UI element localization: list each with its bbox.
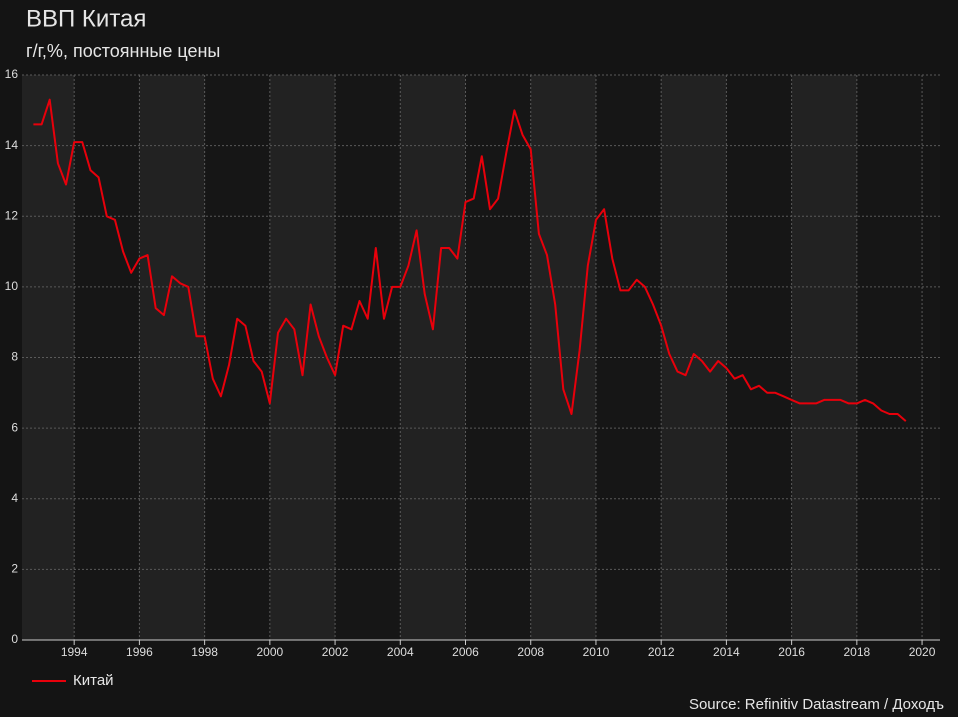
x-tick-label: 2000 [256, 645, 283, 659]
y-tick-label: 16 [5, 67, 19, 81]
x-tick-label: 2004 [387, 645, 414, 659]
x-tick-label: 2012 [648, 645, 675, 659]
chart-title: ВВП Китая [26, 5, 146, 32]
x-tick-label: 1996 [126, 645, 153, 659]
x-tick-label: 2008 [517, 645, 544, 659]
source: Source: Refinitiv Datastream / Доходъ [689, 696, 944, 713]
y-tick-label: 2 [11, 562, 18, 576]
x-tick-label: 2014 [713, 645, 740, 659]
y-tick-label: 10 [5, 279, 19, 293]
x-tick-label: 1994 [61, 645, 88, 659]
x-tick-label: 2020 [909, 645, 936, 659]
x-tick-label: 2010 [583, 645, 610, 659]
y-tick-label: 6 [11, 420, 18, 434]
x-tick-label: 2002 [322, 645, 349, 659]
line [33, 98, 907, 422]
y-tick-label: 4 [11, 491, 18, 505]
x-tick-label: 2006 [452, 645, 479, 659]
legend-label: Китай [73, 672, 114, 689]
y-tick-label: 8 [11, 350, 18, 364]
x-tick-label: 1998 [191, 645, 218, 659]
y-tick-label: 12 [5, 208, 19, 222]
y-tick-label: 14 [5, 138, 19, 152]
chart-subtitle: г/г,%, постоянные цены [26, 41, 220, 61]
x-tick-label: 2018 [843, 645, 870, 659]
x-tick-label: 2016 [778, 645, 805, 659]
y-tick-label: 0 [11, 632, 18, 646]
